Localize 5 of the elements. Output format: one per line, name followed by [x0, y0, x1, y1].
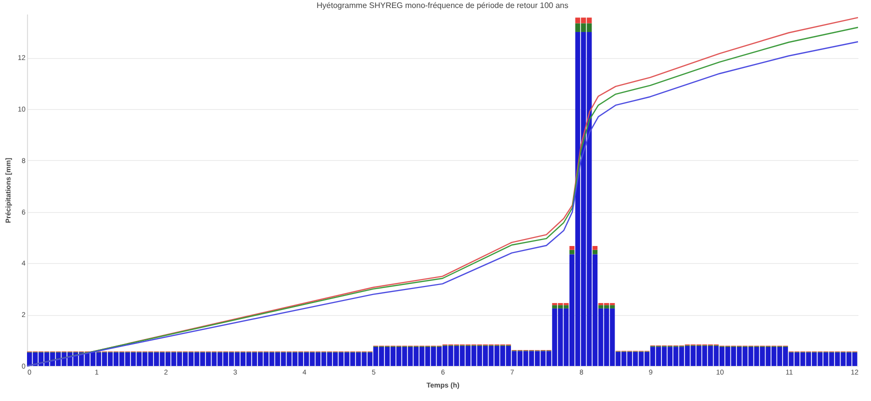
- bar: [569, 246, 574, 250]
- bar: [592, 250, 598, 254]
- bar: [592, 246, 598, 250]
- chart-title: Hyétogramme SHYREG mono-fréquence de période de retour 100 ans: [316, 1, 568, 10]
- bar: [569, 250, 574, 254]
